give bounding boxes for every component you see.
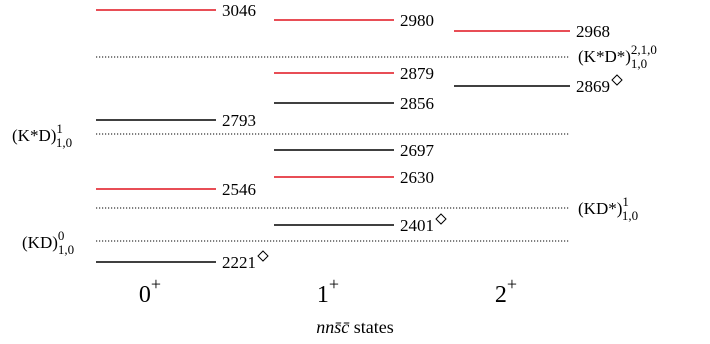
threshold-lines: (K*D*)2,1,0 1,0 (K*D)1 1,0 (KD*)1 1,0 (KD)0 1,0	[12, 42, 657, 257]
diamond-marker-2401	[435, 213, 447, 225]
jp-label-0: 0+	[139, 274, 161, 308]
threshold-label-ksd-star: (K*D*)2,1,0 1,0	[578, 42, 657, 71]
energy-levels: 3046 2793 2546 2221 2980 2879 2856 2697 2630 2401…	[96, 1, 623, 272]
diamond-marker-2221	[257, 250, 269, 262]
level-label-2869: 2869	[576, 77, 610, 96]
level-label-2879: 2879	[400, 64, 434, 83]
threshold-label-kd: (KD)0 1,0	[22, 228, 74, 257]
level-label-2968: 2968	[576, 22, 610, 41]
level-label-2856: 2856	[400, 94, 434, 113]
level-label-2221: 2221	[222, 253, 256, 272]
axis-title: nns̄c̄ states	[316, 317, 394, 337]
level-label-2401: 2401	[400, 216, 434, 235]
threshold-label-kd-star: (KD*)1 1,0	[578, 194, 638, 223]
level-label-2697: 2697	[400, 141, 435, 160]
level-label-2546: 2546	[222, 180, 256, 199]
level-label-2630: 2630	[400, 168, 434, 187]
level-label-2793: 2793	[222, 111, 256, 130]
threshold-label-ksd: (K*D)1 1,0	[12, 121, 72, 150]
diamond-marker-2869	[611, 74, 623, 86]
level-label-2980: 2980	[400, 11, 434, 30]
jp-label-2: 2+	[495, 274, 517, 308]
jp-labels: 0+ 1+ 2+	[139, 274, 517, 308]
jp-label-1: 1+	[317, 274, 339, 308]
level-label-3046: 3046	[222, 1, 256, 20]
